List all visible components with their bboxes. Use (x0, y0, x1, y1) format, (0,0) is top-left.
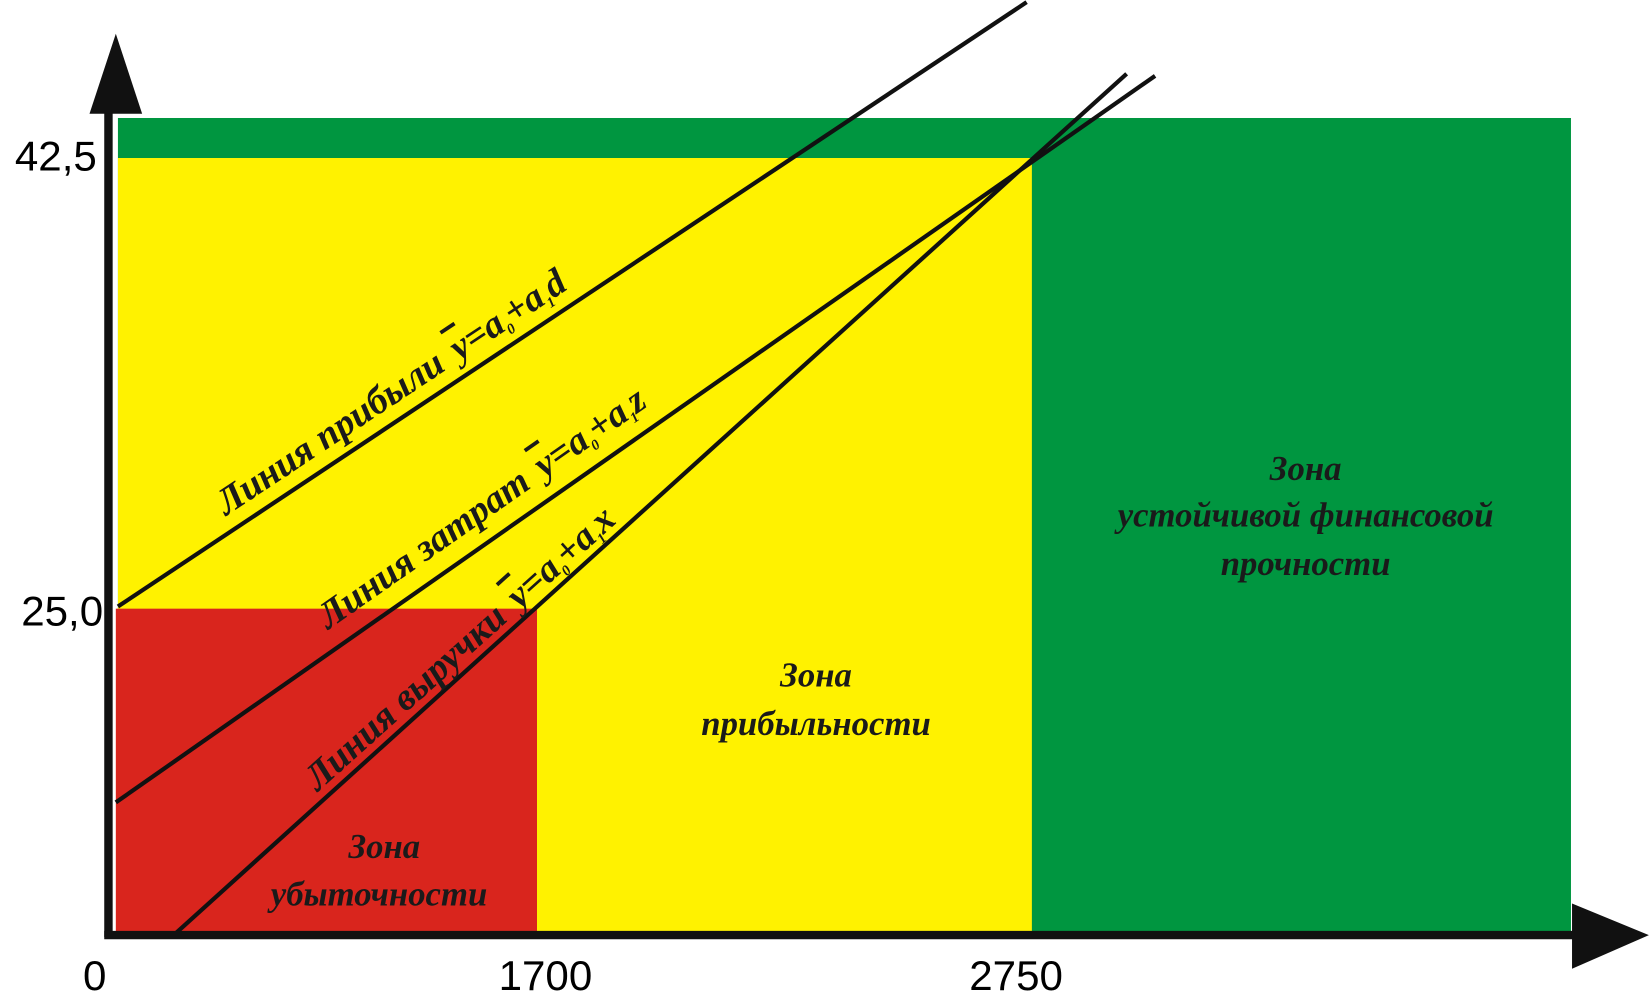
x-tick-label: 0 (83, 952, 106, 992)
y-tick-label: 42,5 (15, 133, 97, 180)
zone-label: прочности (1221, 544, 1391, 583)
lines (114, 0, 1157, 937)
zone-label: Зона (347, 827, 420, 866)
zone-label: Зона (779, 656, 852, 695)
x-tick-label: 1700 (499, 952, 593, 992)
y-arrow (89, 33, 143, 114)
x-tick-label: 2750 (969, 952, 1063, 992)
profit-line (116, 0, 1028, 609)
cost-line (114, 74, 1157, 805)
loss-zone (115, 608, 537, 936)
zone-label: убыточности (267, 875, 488, 914)
revenue-line (172, 72, 1129, 937)
zone-label: прибыльности (701, 704, 931, 743)
zone-label: устойчивой финансовой (1114, 496, 1494, 535)
zone-label: Зона (1269, 449, 1342, 488)
y-tick-label: 25,0 (21, 588, 103, 635)
x-arrow (1572, 903, 1649, 969)
